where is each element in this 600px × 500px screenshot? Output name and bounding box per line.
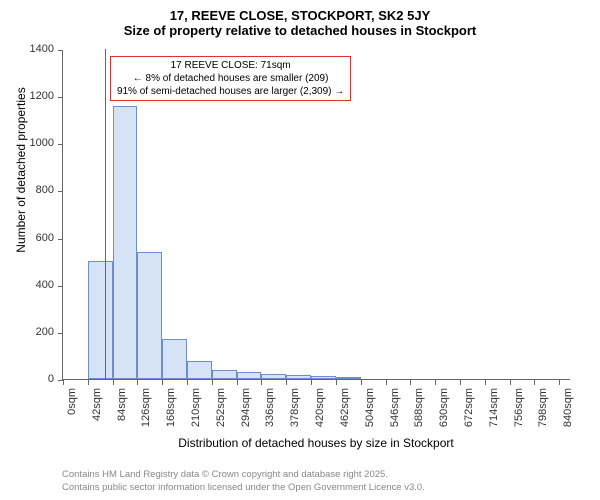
x-tick: [510, 380, 511, 385]
y-tick-label: 800: [36, 184, 54, 196]
y-tick: [58, 144, 63, 145]
x-tick: [187, 380, 188, 385]
x-tick: [485, 380, 486, 385]
histogram-bar: [336, 377, 361, 379]
histogram-bar: [261, 374, 286, 379]
x-tick-label: 294sqm: [240, 388, 252, 436]
histogram-bar: [311, 376, 336, 379]
histogram-bar: [88, 261, 113, 379]
x-tick-label: 714sqm: [488, 388, 500, 436]
y-tick-label: 1000: [30, 137, 54, 149]
chart-title-2: Size of property relative to detached ho…: [0, 23, 600, 38]
info-box: 17 REEVE CLOSE: 71sqm ← 8% of detached h…: [110, 56, 351, 101]
property-marker-line: [105, 49, 107, 379]
x-tick-label: 504sqm: [364, 388, 376, 436]
x-tick: [212, 380, 213, 385]
footer-line-2: Contains public sector information licen…: [62, 482, 425, 494]
footer-line-1: Contains HM Land Registry data © Crown c…: [62, 469, 425, 481]
x-tick-label: 546sqm: [389, 388, 401, 436]
histogram-bar: [286, 375, 311, 379]
x-tick: [286, 380, 287, 385]
histogram-bar: [113, 106, 138, 379]
x-tick-label: 378sqm: [289, 388, 301, 436]
y-tick-label: 1400: [30, 43, 54, 55]
x-tick: [137, 380, 138, 385]
x-tick: [311, 380, 312, 385]
info-line-2: ← 8% of detached houses are smaller (209…: [117, 72, 344, 85]
y-tick: [58, 50, 63, 51]
x-tick-label: 336sqm: [264, 388, 276, 436]
x-tick-label: 840sqm: [562, 388, 574, 436]
y-tick-label: 200: [36, 326, 54, 338]
x-tick-label: 462sqm: [339, 388, 351, 436]
x-tick: [162, 380, 163, 385]
y-tick-label: 600: [36, 232, 54, 244]
x-tick: [261, 380, 262, 385]
x-tick: [63, 380, 64, 385]
x-tick: [435, 380, 436, 385]
x-tick: [460, 380, 461, 385]
x-tick: [336, 380, 337, 385]
x-tick: [559, 380, 560, 385]
x-tick: [113, 380, 114, 385]
x-tick-label: 672sqm: [463, 388, 475, 436]
x-tick-label: 42sqm: [91, 388, 103, 436]
x-tick-label: 168sqm: [165, 388, 177, 436]
y-tick-label: 0: [48, 373, 54, 385]
x-tick: [88, 380, 89, 385]
x-tick: [534, 380, 535, 385]
x-tick: [410, 380, 411, 385]
x-tick-label: 798sqm: [537, 388, 549, 436]
chart-title-1: 17, REEVE CLOSE, STOCKPORT, SK2 5JY: [0, 0, 600, 23]
x-tick: [386, 380, 387, 385]
x-tick-label: 588sqm: [413, 388, 425, 436]
y-tick: [58, 286, 63, 287]
info-line-3: 91% of semi-detached houses are larger (…: [117, 85, 344, 98]
histogram-bar: [237, 372, 262, 379]
histogram-bar: [162, 339, 187, 379]
x-tick-label: 84sqm: [116, 388, 128, 436]
histogram-bar: [187, 361, 212, 379]
y-tick: [58, 191, 63, 192]
y-tick: [58, 97, 63, 98]
y-tick-label: 1200: [30, 90, 54, 102]
info-line-1: 17 REEVE CLOSE: 71sqm: [117, 59, 344, 72]
histogram-bar: [212, 370, 237, 379]
y-tick: [58, 239, 63, 240]
x-tick: [237, 380, 238, 385]
footer-attribution: Contains HM Land Registry data © Crown c…: [62, 469, 425, 494]
y-axis-label: Number of detached properties: [14, 40, 28, 300]
y-tick-label: 400: [36, 279, 54, 291]
x-tick-label: 210sqm: [190, 388, 202, 436]
x-tick-label: 630sqm: [438, 388, 450, 436]
y-tick: [58, 333, 63, 334]
x-tick: [361, 380, 362, 385]
histogram-bar: [137, 252, 162, 379]
x-axis-label: Distribution of detached houses by size …: [62, 436, 570, 450]
x-tick-label: 126sqm: [140, 388, 152, 436]
x-tick-label: 252sqm: [215, 388, 227, 436]
x-tick-label: 0sqm: [66, 388, 78, 436]
x-tick-label: 420sqm: [314, 388, 326, 436]
x-tick-label: 756sqm: [513, 388, 525, 436]
